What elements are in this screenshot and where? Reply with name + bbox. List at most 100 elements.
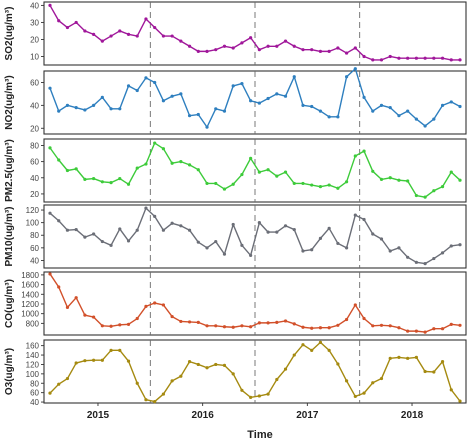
data-point [353, 67, 357, 71]
data-point [109, 107, 113, 111]
data-point [240, 388, 244, 392]
data-point [48, 272, 52, 276]
y-tick-label: 800 [26, 319, 40, 328]
data-point [144, 162, 148, 166]
data-point [135, 166, 139, 170]
data-point [371, 232, 375, 236]
data-point [318, 236, 323, 240]
data-point [301, 103, 305, 107]
x-tick-label: 2017 [296, 410, 319, 421]
y-tick-label: 160 [26, 342, 40, 351]
y-tick-label: 40 [30, 174, 39, 183]
y-tick-label: 1600 [21, 281, 39, 290]
data-point [327, 326, 331, 330]
y-tick-label: 80 [30, 141, 39, 150]
y-tick-label: 100 [26, 219, 40, 228]
data-point [371, 109, 375, 113]
data-point [249, 156, 253, 160]
data-point [257, 170, 261, 174]
data-point [458, 399, 462, 403]
data-point [283, 170, 288, 174]
data-point [153, 80, 157, 85]
data-point [92, 315, 96, 319]
data-point [144, 398, 148, 402]
data-point [344, 180, 349, 184]
data-point [301, 48, 305, 52]
data-point [57, 219, 61, 223]
data-point [432, 117, 436, 121]
data-point [153, 399, 157, 404]
data-point [379, 103, 384, 107]
data-point [214, 48, 218, 52]
data-point [440, 360, 445, 364]
data-point [135, 88, 139, 93]
data-point [310, 248, 314, 252]
y-tick-label: 40 [30, 101, 39, 110]
data-point [74, 227, 78, 232]
data-point [379, 58, 384, 62]
data-point [458, 243, 462, 247]
data-point [257, 221, 261, 225]
data-point [126, 182, 131, 186]
y-tick-label: 1800 [21, 271, 39, 280]
data-point [222, 187, 227, 191]
data-point [83, 235, 87, 239]
data-point [135, 316, 139, 321]
data-point [214, 362, 218, 367]
data-point [266, 230, 270, 234]
data-point [458, 104, 462, 109]
data-point [310, 326, 314, 330]
data-point [240, 324, 244, 328]
data-point [100, 239, 104, 244]
data-point [301, 325, 305, 329]
data-point [318, 340, 323, 344]
data-point [414, 117, 418, 121]
data-point [196, 240, 200, 244]
data-point [423, 124, 427, 128]
data-point [205, 49, 209, 53]
data-point [344, 317, 349, 322]
data-point [48, 211, 52, 215]
data-point [283, 367, 288, 371]
panels-layer: 10203040SO2(ug/m³)204060NO2(ug/m³)204060… [4, 1, 467, 407]
data-point [179, 39, 183, 43]
data-point [449, 170, 453, 174]
data-point [440, 103, 445, 107]
y-tick-label: 120 [26, 206, 40, 215]
data-point [100, 358, 104, 362]
data-point [83, 29, 87, 33]
data-point [371, 324, 375, 328]
data-point [205, 246, 209, 250]
data-point [231, 46, 235, 50]
data-point [109, 348, 113, 352]
data-point [74, 296, 78, 300]
data-point [222, 44, 227, 48]
data-point [83, 177, 87, 181]
data-point [161, 34, 166, 38]
data-point [327, 49, 331, 53]
data-point [214, 107, 218, 111]
data-point [379, 177, 384, 181]
data-point [432, 189, 436, 193]
data-point [65, 228, 70, 232]
data-point [353, 394, 357, 399]
y-tick-label: 1000 [21, 310, 39, 319]
data-point [161, 228, 166, 232]
data-point [144, 206, 148, 210]
data-point [423, 330, 427, 334]
data-point [240, 243, 244, 247]
data-point [179, 224, 183, 228]
data-point [353, 213, 357, 217]
data-point [275, 320, 279, 324]
data-point [170, 221, 174, 225]
data-point [432, 56, 436, 60]
data-point [257, 48, 261, 52]
data-point [100, 180, 104, 184]
y-tick-label: 80 [30, 231, 39, 240]
y-axis-label: O3(ug/m³) [4, 348, 15, 395]
data-point [196, 49, 200, 53]
data-point [414, 329, 418, 333]
data-point [196, 168, 200, 172]
data-point [414, 260, 418, 264]
